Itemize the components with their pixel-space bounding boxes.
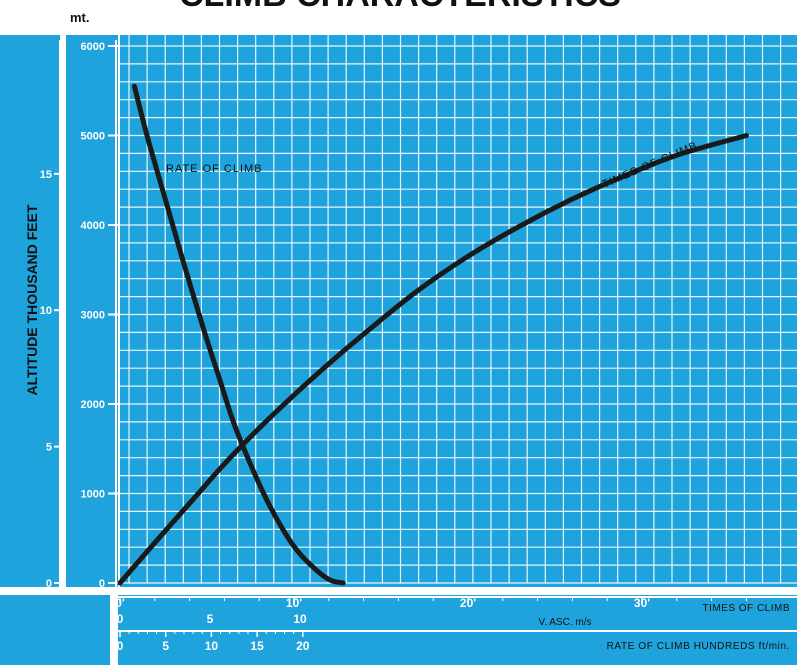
meters-tick-label: 1000 bbox=[81, 489, 105, 501]
meters-unit-label: mt. bbox=[70, 10, 90, 25]
vasc-tick-label: 10 bbox=[293, 612, 307, 626]
feet-tick-label: 10 bbox=[40, 305, 52, 317]
feet-tick-label: 0 bbox=[46, 578, 52, 590]
feet-tick-label: 15 bbox=[40, 169, 52, 181]
x-axis-title-rate: RATE OF CLIMB HUNDREDS ft/min. bbox=[607, 641, 790, 652]
rate-of-climb-curve bbox=[131, 83, 346, 586]
chart-title: CLIMB CHARACTERISTICS bbox=[179, 0, 621, 14]
plot-area bbox=[120, 35, 797, 587]
times-of-climb-curve bbox=[117, 133, 749, 586]
meters-tick-label: 0 bbox=[99, 578, 105, 590]
meters-tick-label: 4000 bbox=[81, 220, 105, 232]
rate-tick-label: 20 bbox=[296, 639, 310, 653]
rate-tick-label: 5 bbox=[162, 639, 169, 653]
rate-tick-label: 0 bbox=[117, 639, 124, 653]
x-axes: 0' 10' 20' 30'0 5 100 5 10 15 20 bbox=[115, 596, 747, 653]
meters-axis-panel bbox=[66, 35, 118, 587]
meters-tick-label: 3000 bbox=[81, 310, 105, 322]
feet-axis: 0 5 10 15 bbox=[40, 40, 62, 590]
y-axis-title: ALTITUDE THOUSAND FEET bbox=[24, 204, 40, 396]
meters-tick-label: 6000 bbox=[81, 41, 105, 53]
x-axis-band-left bbox=[0, 595, 110, 665]
x-axis-title-time: TIMES OF CLIMB bbox=[702, 603, 790, 614]
grid bbox=[120, 35, 797, 584]
x-axis-title-vasc: V. ASC. m/s bbox=[539, 617, 592, 628]
meters-tick-label: 5000 bbox=[81, 131, 105, 143]
rate-tick-label: 10 bbox=[205, 639, 219, 653]
rate-tick-label: 15 bbox=[250, 639, 264, 653]
meters-tick-label: 2000 bbox=[81, 399, 105, 411]
rate-of-climb-label: RATE OF CLIMB bbox=[166, 163, 263, 175]
meters-axis: 0 1000 2000 3000 4000 5000 6000 bbox=[81, 40, 120, 590]
feet-tick-label: 5 bbox=[46, 442, 52, 454]
vasc-tick-label: 0 bbox=[117, 612, 124, 626]
vasc-tick-label: 5 bbox=[207, 612, 214, 626]
feet-axis-panel bbox=[0, 35, 60, 587]
series bbox=[117, 83, 749, 586]
